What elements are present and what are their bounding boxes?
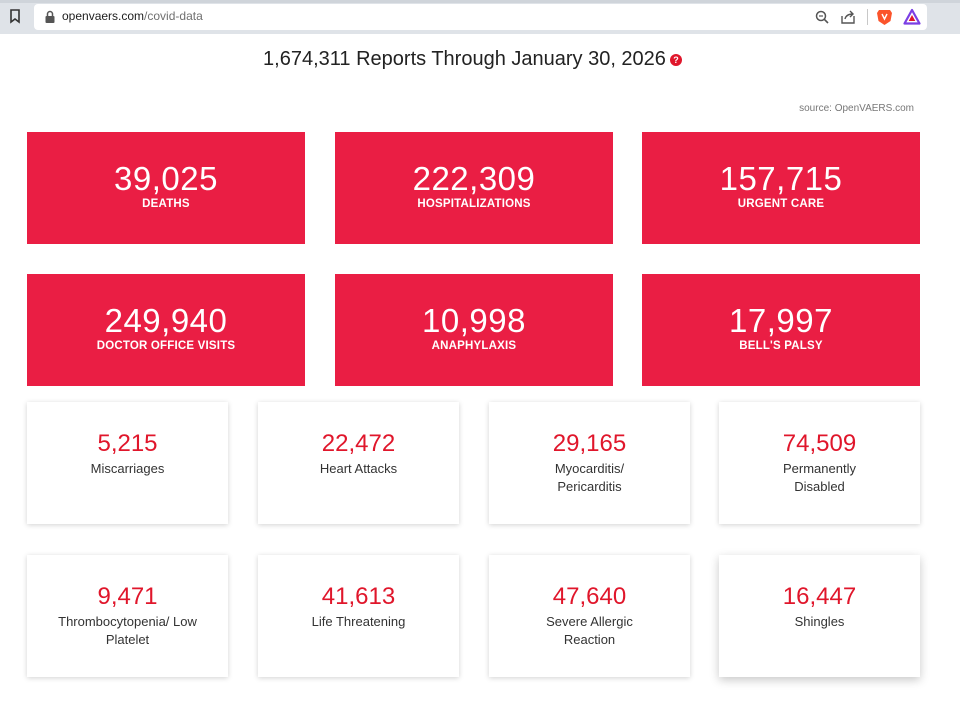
address-bar[interactable]: openvaers.com/covid-data bbox=[34, 4, 927, 30]
report-count-heading: 1,674,311 Reports Through January 30, 20… bbox=[263, 48, 666, 70]
browser-toolbar: openvaers.com/covid-data bbox=[0, 0, 960, 34]
stat-label: Severe Allergic Reaction bbox=[546, 614, 633, 647]
stat-card-severe-allergic-reaction: 47,640 Severe Allergic Reaction bbox=[489, 555, 690, 677]
stat-card-anaphylaxis: 10,998 ANAPHYLAXIS bbox=[335, 274, 613, 386]
stat-card-miscarriages: 5,215 Miscarriages bbox=[27, 402, 228, 524]
stat-card-thrombocytopenia: 9,471 Thrombocytopenia/ Low Platelet bbox=[27, 555, 228, 677]
stat-label: BELL'S PALSY bbox=[739, 340, 823, 352]
stat-value: 9,471 bbox=[97, 583, 158, 610]
stat-card-urgent-care: 157,715 URGENT CARE bbox=[642, 132, 920, 244]
stat-card-hospitalizations: 222,309 HOSPITALIZATIONS bbox=[335, 132, 613, 244]
source-note: source: OpenVAERS.com bbox=[799, 103, 914, 114]
toolbar-separator bbox=[867, 9, 868, 25]
stat-card-life-threatening: 41,613 Life Threatening bbox=[258, 555, 459, 677]
stat-label: URGENT CARE bbox=[737, 198, 825, 210]
stat-label: Myocarditis/ Pericarditis bbox=[554, 461, 625, 494]
stat-card-heart-attacks: 22,472 Heart Attacks bbox=[258, 402, 459, 524]
stat-card-bells-palsy: 17,997 BELL'S PALSY bbox=[642, 274, 920, 386]
rewards-triangle-icon[interactable] bbox=[903, 8, 921, 26]
stat-value: 249,940 bbox=[104, 302, 228, 339]
stat-value: 10,998 bbox=[422, 302, 526, 339]
help-icon[interactable]: ? bbox=[669, 53, 682, 66]
stat-value: 222,309 bbox=[412, 160, 536, 197]
share-icon[interactable] bbox=[840, 9, 856, 25]
stat-label: DEATHS bbox=[142, 198, 190, 210]
stat-card-deaths: 39,025 DEATHS bbox=[27, 132, 305, 244]
brave-shield-icon[interactable] bbox=[876, 8, 893, 26]
stat-label: Life Threatening bbox=[311, 614, 406, 629]
stat-card-shingles: 16,447 Shingles bbox=[719, 555, 920, 677]
stat-card-myocarditis: 29,165 Myocarditis/ Pericarditis bbox=[489, 402, 690, 524]
url-host: openvaers.com bbox=[62, 9, 145, 23]
stat-label: ANAPHYLAXIS bbox=[431, 340, 517, 352]
stat-label: DOCTOR OFFICE VISITS bbox=[96, 340, 236, 352]
page-title: 1,674,311 Reports Through January 30, 20… bbox=[0, 48, 945, 71]
stat-value: 41,613 bbox=[321, 583, 396, 610]
stat-value: 22,472 bbox=[321, 430, 396, 457]
stat-label: HOSPITALIZATIONS bbox=[417, 198, 531, 210]
stat-label: Heart Attacks bbox=[319, 461, 398, 476]
url-text[interactable]: openvaers.com/covid-data bbox=[62, 9, 203, 23]
stat-label: Permanently Disabled bbox=[783, 461, 856, 494]
bookmark-icon[interactable] bbox=[8, 8, 22, 24]
stat-value: 157,715 bbox=[719, 160, 843, 197]
stat-value: 17,997 bbox=[729, 302, 833, 339]
url-path: /covid-data bbox=[144, 9, 203, 23]
stat-value: 29,165 bbox=[552, 430, 627, 457]
zoom-icon[interactable] bbox=[814, 9, 830, 25]
stat-value: 47,640 bbox=[552, 583, 627, 610]
stat-card-permanently-disabled: 74,509 Permanently Disabled bbox=[719, 402, 920, 524]
lock-icon bbox=[45, 10, 55, 23]
stat-label: Miscarriages bbox=[90, 461, 165, 476]
stat-card-doctor-office-visits: 249,940 DOCTOR OFFICE VISITS bbox=[27, 274, 305, 386]
stat-value: 5,215 bbox=[97, 430, 158, 457]
stat-value: 39,025 bbox=[114, 160, 218, 197]
stat-label: Thrombocytopenia/ Low Platelet bbox=[58, 614, 197, 647]
stat-value: 16,447 bbox=[782, 583, 857, 610]
stat-value: 74,509 bbox=[782, 430, 857, 457]
stat-label: Shingles bbox=[794, 614, 845, 629]
tab-strip bbox=[0, 0, 960, 3]
